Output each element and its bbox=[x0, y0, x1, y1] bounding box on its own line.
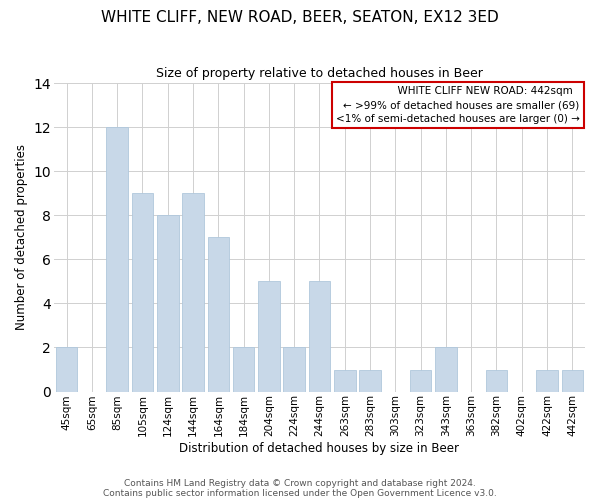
Bar bbox=[56, 348, 77, 392]
Bar bbox=[233, 348, 254, 392]
Bar bbox=[486, 370, 507, 392]
Text: Contains public sector information licensed under the Open Government Licence v3: Contains public sector information licen… bbox=[103, 488, 497, 498]
Bar bbox=[106, 127, 128, 392]
Bar bbox=[132, 193, 153, 392]
Bar bbox=[334, 370, 356, 392]
Text: Contains HM Land Registry data © Crown copyright and database right 2024.: Contains HM Land Registry data © Crown c… bbox=[124, 478, 476, 488]
Bar bbox=[157, 216, 179, 392]
Y-axis label: Number of detached properties: Number of detached properties bbox=[15, 144, 28, 330]
Bar bbox=[182, 193, 204, 392]
Bar bbox=[410, 370, 431, 392]
Bar bbox=[435, 348, 457, 392]
Title: Size of property relative to detached houses in Beer: Size of property relative to detached ho… bbox=[156, 68, 483, 80]
Bar bbox=[536, 370, 558, 392]
Bar bbox=[258, 282, 280, 392]
Text: WHITE CLIFF NEW ROAD: 442sqm  
← >99% of detached houses are smaller (69)
<1% of: WHITE CLIFF NEW ROAD: 442sqm ← >99% of d… bbox=[336, 86, 580, 124]
X-axis label: Distribution of detached houses by size in Beer: Distribution of detached houses by size … bbox=[179, 442, 460, 455]
Bar bbox=[283, 348, 305, 392]
Bar bbox=[359, 370, 381, 392]
Bar bbox=[562, 370, 583, 392]
Text: WHITE CLIFF, NEW ROAD, BEER, SEATON, EX12 3ED: WHITE CLIFF, NEW ROAD, BEER, SEATON, EX1… bbox=[101, 10, 499, 25]
Bar bbox=[208, 238, 229, 392]
Bar bbox=[309, 282, 330, 392]
